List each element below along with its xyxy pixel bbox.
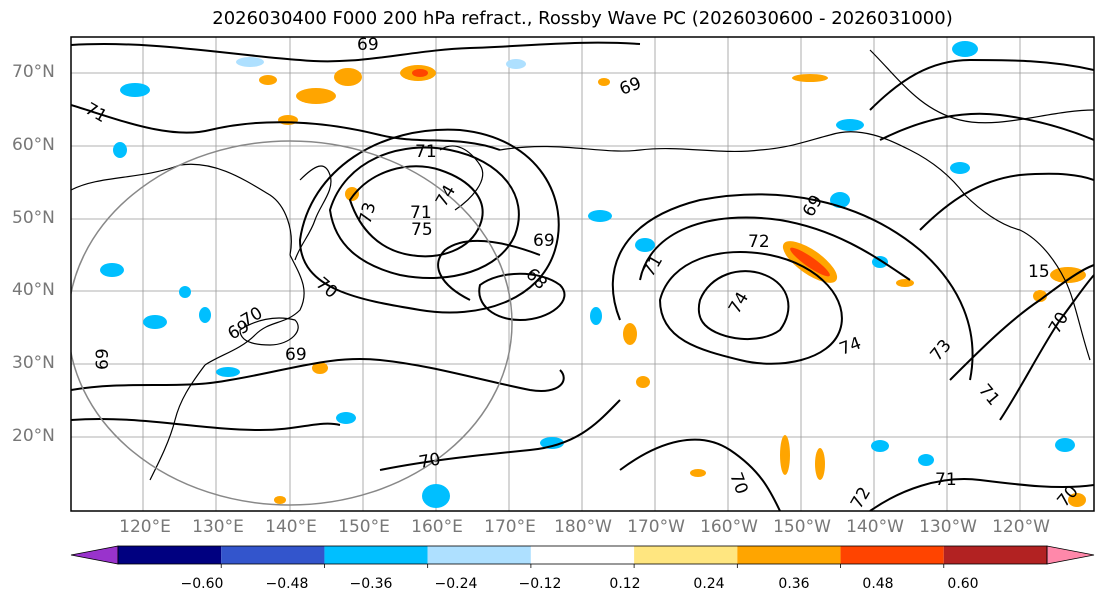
contour-label: 15: [1028, 262, 1050, 282]
contour-label: 71: [410, 203, 432, 223]
lat-label-50n: 50°N: [12, 208, 55, 228]
colorbar-tick-label: −0.60: [180, 576, 224, 592]
contour-label: 70: [417, 449, 442, 472]
colorbar-tick-label: 0.12: [609, 576, 641, 592]
colorbar-tick-label: 0.24: [693, 576, 725, 592]
colorbar-tick-label: −0.12: [518, 576, 562, 592]
lon-label: 160°E: [411, 517, 463, 537]
map-frame: [70, 36, 1095, 512]
colorbar-segment: [634, 546, 738, 564]
colorbar: [70, 545, 1095, 568]
map-title: 2026030400 F000 200 hPa refract., Rossby…: [212, 8, 953, 29]
colorbar-segment: [943, 546, 1047, 564]
contour-label: 69: [533, 231, 555, 251]
colorbar-tick-label: 0.60: [947, 576, 979, 592]
lat-label-70n: 70°N: [12, 62, 55, 82]
colorbar-frame: [117, 545, 1048, 565]
contour-label: 71: [415, 142, 437, 162]
lon-label: 180°W: [554, 517, 612, 537]
lon-label: 140°E: [265, 517, 317, 537]
colorbar-segment: [324, 546, 428, 564]
lon-label: 130°E: [192, 517, 244, 537]
lat-label-20n: 20°N: [12, 426, 55, 446]
lon-label: 120°W: [992, 517, 1050, 537]
contour-label: 71: [935, 470, 957, 490]
colorbar-segment: [427, 546, 531, 564]
lon-label: 170°E: [484, 517, 536, 537]
colorbar-segment: [737, 546, 841, 564]
anomaly-patches: [100, 41, 1086, 508]
colorbar-extend-low: [70, 545, 119, 565]
colorbar-segment: [530, 546, 635, 564]
lon-label: 170°W: [627, 517, 685, 537]
colorbar-segment: [840, 546, 944, 564]
colorbar-tick-label: −0.36: [349, 576, 393, 592]
colorbar-segment: [221, 546, 325, 564]
lat-label-30n: 30°N: [12, 353, 55, 373]
contour-label: 69: [93, 348, 113, 370]
graticule: [71, 37, 1094, 511]
contour-label: 69: [357, 35, 379, 55]
contour-label: 72: [748, 232, 770, 252]
lon-label: 120°E: [119, 517, 171, 537]
colorbar-segment: [118, 546, 222, 564]
colorbar-tick-label: 0.36: [778, 576, 810, 592]
contour-label: 75: [411, 220, 433, 240]
coastlines: [71, 49, 1094, 481]
lon-label: 150°W: [773, 517, 831, 537]
colorbar-extend-high: [1046, 545, 1095, 565]
reference-circle: [71, 140, 513, 506]
colorbar-tick-label: −0.48: [265, 576, 309, 592]
lon-label: 160°W: [700, 517, 758, 537]
lat-label-60n: 60°N: [12, 135, 55, 155]
colorbar-tick-label: 0.48: [862, 576, 894, 592]
lon-label: 130°W: [919, 517, 977, 537]
contours: [71, 41, 1094, 511]
colorbar-tick-label: −0.24: [434, 576, 478, 592]
lon-label: 150°E: [338, 517, 390, 537]
lon-label: 140°W: [846, 517, 904, 537]
lat-label-40n: 40°N: [12, 280, 55, 300]
contour-label: 69: [285, 345, 307, 365]
